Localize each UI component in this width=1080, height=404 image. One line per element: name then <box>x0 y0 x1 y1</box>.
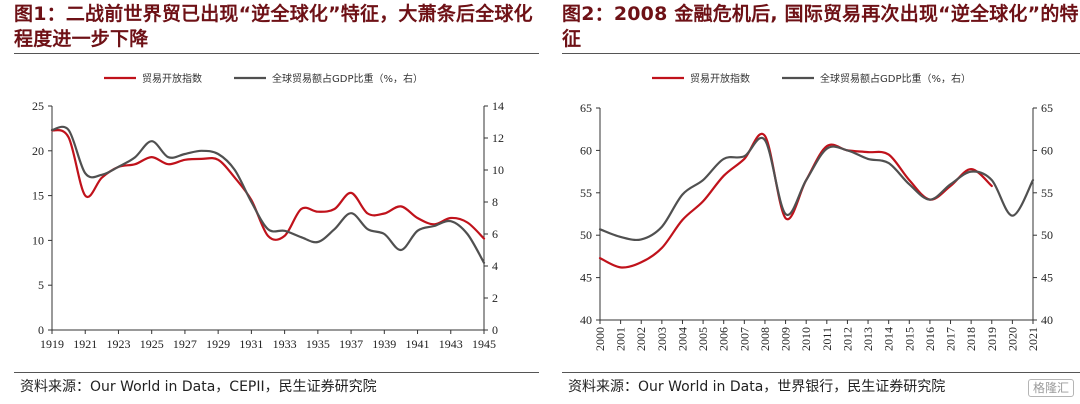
legend-label-2: 全球贸易额占GDP比重（%，右） <box>272 72 423 85</box>
x-tick-label: 2008 <box>758 327 772 351</box>
x-tick-label: 2011 <box>820 327 834 351</box>
x-tick-label: 1937 <box>339 337 363 351</box>
x-tick-label: 2006 <box>717 327 731 351</box>
y-right-tick-label: 8 <box>492 195 498 209</box>
series-line-2 <box>50 125 486 264</box>
x-tick-label: 2018 <box>964 327 978 351</box>
x-tick-label: 1933 <box>273 337 297 351</box>
x-tick-label: 2003 <box>655 327 669 351</box>
y-right-tick-label: 55 <box>1041 186 1053 200</box>
y-right-tick-label: 60 <box>1041 143 1053 157</box>
y-left-tick-label: 40 <box>580 313 592 327</box>
x-tick-label: 2020 <box>1005 327 1019 351</box>
y-right-tick-label: 14 <box>492 99 504 113</box>
y-right-tick-label: 10 <box>492 163 504 177</box>
title-divider <box>14 53 539 54</box>
x-tick-label: 2001 <box>614 327 628 351</box>
x-tick-label: 2007 <box>737 327 751 351</box>
series-line-1 <box>50 129 486 241</box>
x-tick-label: 2012 <box>840 327 854 351</box>
x-tick-label: 1931 <box>239 337 263 351</box>
x-tick-label: 1943 <box>439 337 463 351</box>
source-divider <box>14 372 539 373</box>
x-tick-label: 2016 <box>923 327 937 351</box>
x-tick-label: 2005 <box>696 327 710 351</box>
x-tick-label: 2004 <box>675 327 689 351</box>
watermark-logo: 格隆汇 <box>1027 379 1074 397</box>
x-tick-label: 2000 <box>593 327 607 351</box>
legend-label-1: 贸易开放指数 <box>142 72 202 85</box>
y-right-tick-label: 12 <box>492 131 504 145</box>
y-right-tick-label: 65 <box>1041 101 1053 115</box>
x-tick-label: 2014 <box>882 327 896 351</box>
y-left-tick-label: 45 <box>580 271 592 285</box>
y-left-tick-label: 55 <box>580 186 592 200</box>
x-tick-label: 1941 <box>406 337 430 351</box>
y-left-tick-label: 20 <box>32 144 44 158</box>
x-tick-label: 1945 <box>472 337 496 351</box>
x-tick-label: 2021 <box>1026 327 1040 351</box>
line-chart: 40 45 50 55 60 65 40 45 50 55 60 65 2000 2001 2002 2003… <box>580 72 1053 351</box>
x-tick-label: 1923 <box>106 337 130 351</box>
chart-title: 图2：2008 金融危机后, 国际贸易再次出现“逆全球化”的特征 <box>562 3 1079 50</box>
y-left-tick-label: 65 <box>580 101 592 115</box>
y-right-tick-label: 50 <box>1041 228 1053 242</box>
x-tick-label: 1929 <box>206 337 230 351</box>
legend-label-2: 全球贸易额占GDP比重（%，右） <box>820 72 971 85</box>
y-left-tick-label: 15 <box>32 189 44 203</box>
x-tick-label: 2017 <box>944 327 958 351</box>
y-left-tick-label: 60 <box>580 143 592 157</box>
chart-panel-1: 图1：二战前世界贸已出现“逆全球化”特征，大萧条后全球化程度进一步下降 0 5 10… <box>14 0 539 404</box>
series-line-2 <box>598 136 1035 242</box>
y-right-tick-label: 6 <box>492 227 498 241</box>
line-chart: 0 5 10 15 20 25 0 2 4 6 8 10 12 14 1919 1921 1923 1925 192… <box>32 72 504 351</box>
x-tick-label: 1939 <box>372 337 396 351</box>
y-left-tick-label: 25 <box>32 99 44 113</box>
x-tick-label: 2010 <box>799 327 813 351</box>
x-tick-label: 1927 <box>173 337 197 351</box>
y-right-tick-label: 45 <box>1041 271 1053 285</box>
chart-title: 图1：二战前世界贸已出现“逆全球化”特征，大萧条后全球化程度进一步下降 <box>14 3 533 50</box>
chart-panel-2: 图2：2008 金融危机后, 国际贸易再次出现“逆全球化”的特征 40 45 50 5… <box>562 0 1080 404</box>
x-tick-label: 1925 <box>140 337 164 351</box>
x-tick-label: 1935 <box>306 337 330 351</box>
x-tick-label: 2015 <box>902 327 916 351</box>
x-tick-label: 2019 <box>985 327 999 351</box>
x-tick-label: 2013 <box>861 327 875 351</box>
source-note: 资料来源：Our World in Data，CEPII，民生证券研究院 <box>20 379 377 395</box>
y-right-tick-label: 40 <box>1041 313 1053 327</box>
y-right-tick-label: 2 <box>492 291 498 305</box>
y-left-tick-label: 5 <box>38 278 44 292</box>
y-left-tick-label: 0 <box>38 323 44 337</box>
y-left-tick-label: 50 <box>580 228 592 242</box>
y-right-tick-label: 0 <box>492 323 498 337</box>
y-right-tick-label: 4 <box>492 259 498 273</box>
x-tick-label: 2009 <box>779 327 793 351</box>
legend-label-1: 贸易开放指数 <box>690 72 750 85</box>
x-tick-label: 2002 <box>634 327 648 351</box>
x-tick-label: 1921 <box>73 337 97 351</box>
y-left-tick-label: 10 <box>32 233 44 247</box>
x-tick-label: 1919 <box>40 337 64 351</box>
title-divider <box>562 53 1080 54</box>
source-divider <box>562 372 1080 373</box>
source-note: 资料来源：Our World in Data，世界银行，民生证券研究院 <box>568 379 946 395</box>
